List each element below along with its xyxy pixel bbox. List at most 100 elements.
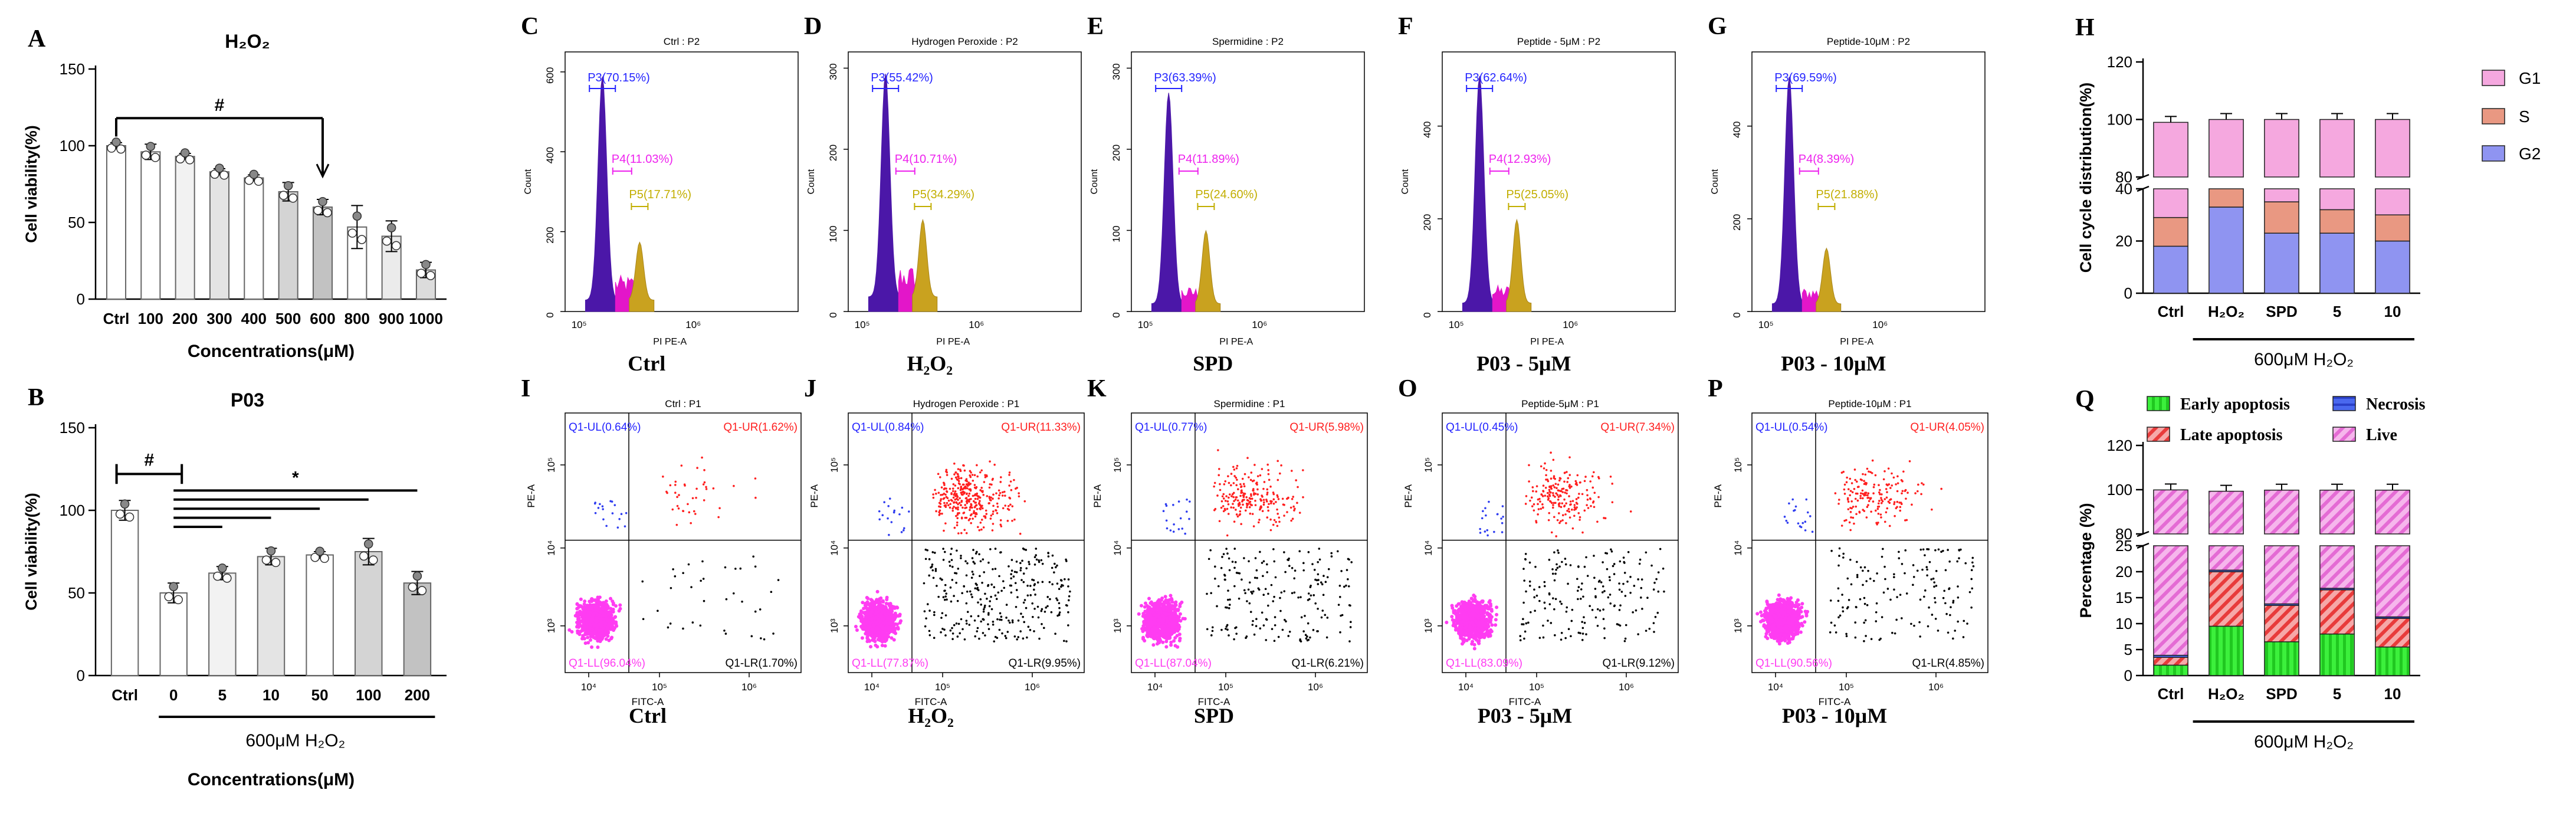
scatter-dot-ll (590, 607, 594, 611)
scatter-dot-lr (1054, 632, 1056, 635)
scatter-dot-lr (1302, 630, 1305, 632)
scatter-dot-ll (881, 599, 885, 603)
scatter-dot-ur (982, 526, 985, 529)
scatter-dot-ur (962, 464, 964, 467)
scatter-dot-ur (1242, 483, 1245, 486)
scatter-dot-lr (1014, 582, 1017, 585)
data-point (417, 586, 427, 595)
y-axis-title: PE-A (809, 484, 820, 507)
scatter-dot-ur (1008, 484, 1010, 487)
scatter-dot-lr (994, 594, 997, 597)
scatter-dot-ur (712, 487, 715, 490)
scatter-dot-ur (1251, 504, 1253, 507)
scatter-dot-ur (974, 493, 977, 496)
scatter-dot-lr (1241, 578, 1243, 581)
scatter-dot-lr (1330, 552, 1333, 555)
scatter-dot-ur (1230, 506, 1232, 509)
scatter-dot-ll (1137, 612, 1141, 616)
scatter-dot-lr (1266, 563, 1268, 566)
quadrant-ur-label: Q1-UR(1.62%) (723, 421, 798, 434)
scatter-dot-lr (936, 585, 938, 587)
scatter-dot-lr (1349, 626, 1352, 628)
scatter-dot-lr (1041, 623, 1043, 625)
scatter-dot-ll (884, 638, 888, 642)
scatter-dot-lr (760, 637, 762, 640)
scatter-dot-lr (1038, 559, 1040, 562)
scatter-dot-ur (953, 473, 956, 476)
scatter-dot-ur (969, 509, 971, 512)
panel-title: P03 (231, 389, 264, 411)
scatter-dot-ur (973, 486, 976, 489)
scatter-dot-lr (978, 553, 980, 556)
scatter-dot-lr (1010, 584, 1013, 587)
scatter-dot-ll (614, 604, 618, 608)
bar (257, 556, 286, 677)
scatter-dot-ur (1242, 494, 1245, 497)
scatter-dot-ur (999, 481, 1002, 483)
scatter-dot-ll (1177, 625, 1182, 629)
g2-peak (1506, 218, 1532, 312)
scatter-dot-ll (888, 602, 892, 606)
scatter-dot-ur (1248, 476, 1250, 478)
scatter-dot-lr (1033, 608, 1036, 610)
scatter-dot-ur (1011, 520, 1013, 522)
data-point (359, 551, 369, 561)
scatter-dot-lr (1000, 618, 1003, 621)
y-tick-label: 600 (544, 67, 556, 84)
data-point (416, 268, 426, 278)
scatter-dot-lr (1265, 618, 1268, 621)
scatter-dot-lr (1255, 569, 1258, 572)
scatter-dot-ur (967, 481, 970, 484)
scatter-dot-ll (869, 634, 874, 638)
scatter-dot-lr (1033, 583, 1036, 585)
scatter-dot-ur (979, 508, 982, 510)
data-point (222, 573, 232, 583)
scatter-dot-lr (1000, 551, 1002, 553)
scatter-dot-lr (1262, 575, 1264, 578)
gate-p5-label: P5(21.88%) (1816, 188, 1878, 201)
scatter-dot-ur (703, 469, 705, 471)
scatter-dot-ul (616, 526, 619, 529)
scatter-dot-lr (1337, 604, 1340, 606)
scatter-dot-ur (1266, 493, 1268, 496)
scatter-dot-ur (980, 487, 983, 489)
scatter-dot-lr (944, 634, 947, 637)
scatter-dot-ur (1013, 518, 1016, 521)
scatter-dot-lr (982, 610, 985, 613)
scatter-dot-ll (869, 631, 874, 635)
scatter-dot-ur (950, 477, 953, 480)
scatter-dot-ur (964, 487, 967, 490)
quadrant-lr-label: Q1-LR(1.70%) (726, 657, 798, 670)
scatter-dot-lr (1022, 572, 1025, 575)
y-tick-label: 200 (828, 145, 839, 161)
scatter-dot-ur (962, 506, 964, 509)
scatter-dot-ur (1250, 494, 1252, 497)
scatter-dot-lr (1035, 548, 1038, 550)
scatter-dot-ur (1235, 513, 1238, 516)
scatter-dot-ur (1241, 489, 1243, 492)
scatter-dot-ur (934, 489, 936, 491)
scatter-dot-lr (987, 628, 990, 630)
scatter-dot-ll (576, 631, 580, 635)
scatter-dot-lr (1016, 596, 1019, 598)
scatter-dot-lr (1010, 569, 1013, 572)
bar (209, 171, 230, 300)
scatter-dot-lr (1058, 588, 1061, 590)
scatter-dot-ll (895, 606, 900, 610)
scatter-dot-lr (1238, 572, 1241, 575)
scatter-dot-ur (993, 463, 996, 466)
scatter-dot-lr (1265, 639, 1268, 641)
scatter-dot-ll (1495, 612, 1499, 617)
scatter-dot-ur (965, 483, 968, 486)
scatter-dot-ur (1008, 474, 1010, 476)
scatter-dot-ur (976, 508, 979, 510)
scatter-dot-ll (883, 644, 887, 648)
scatter-dot-lr (1029, 585, 1032, 587)
scatter-dot-ll (596, 645, 600, 650)
scatter-dot-lr (1034, 594, 1036, 596)
scatter-dot-lr (959, 632, 962, 635)
scatter-dot-ur (996, 512, 999, 514)
scatter-dot-ll (1167, 633, 1171, 637)
scatter-dot-ur (1269, 518, 1272, 521)
